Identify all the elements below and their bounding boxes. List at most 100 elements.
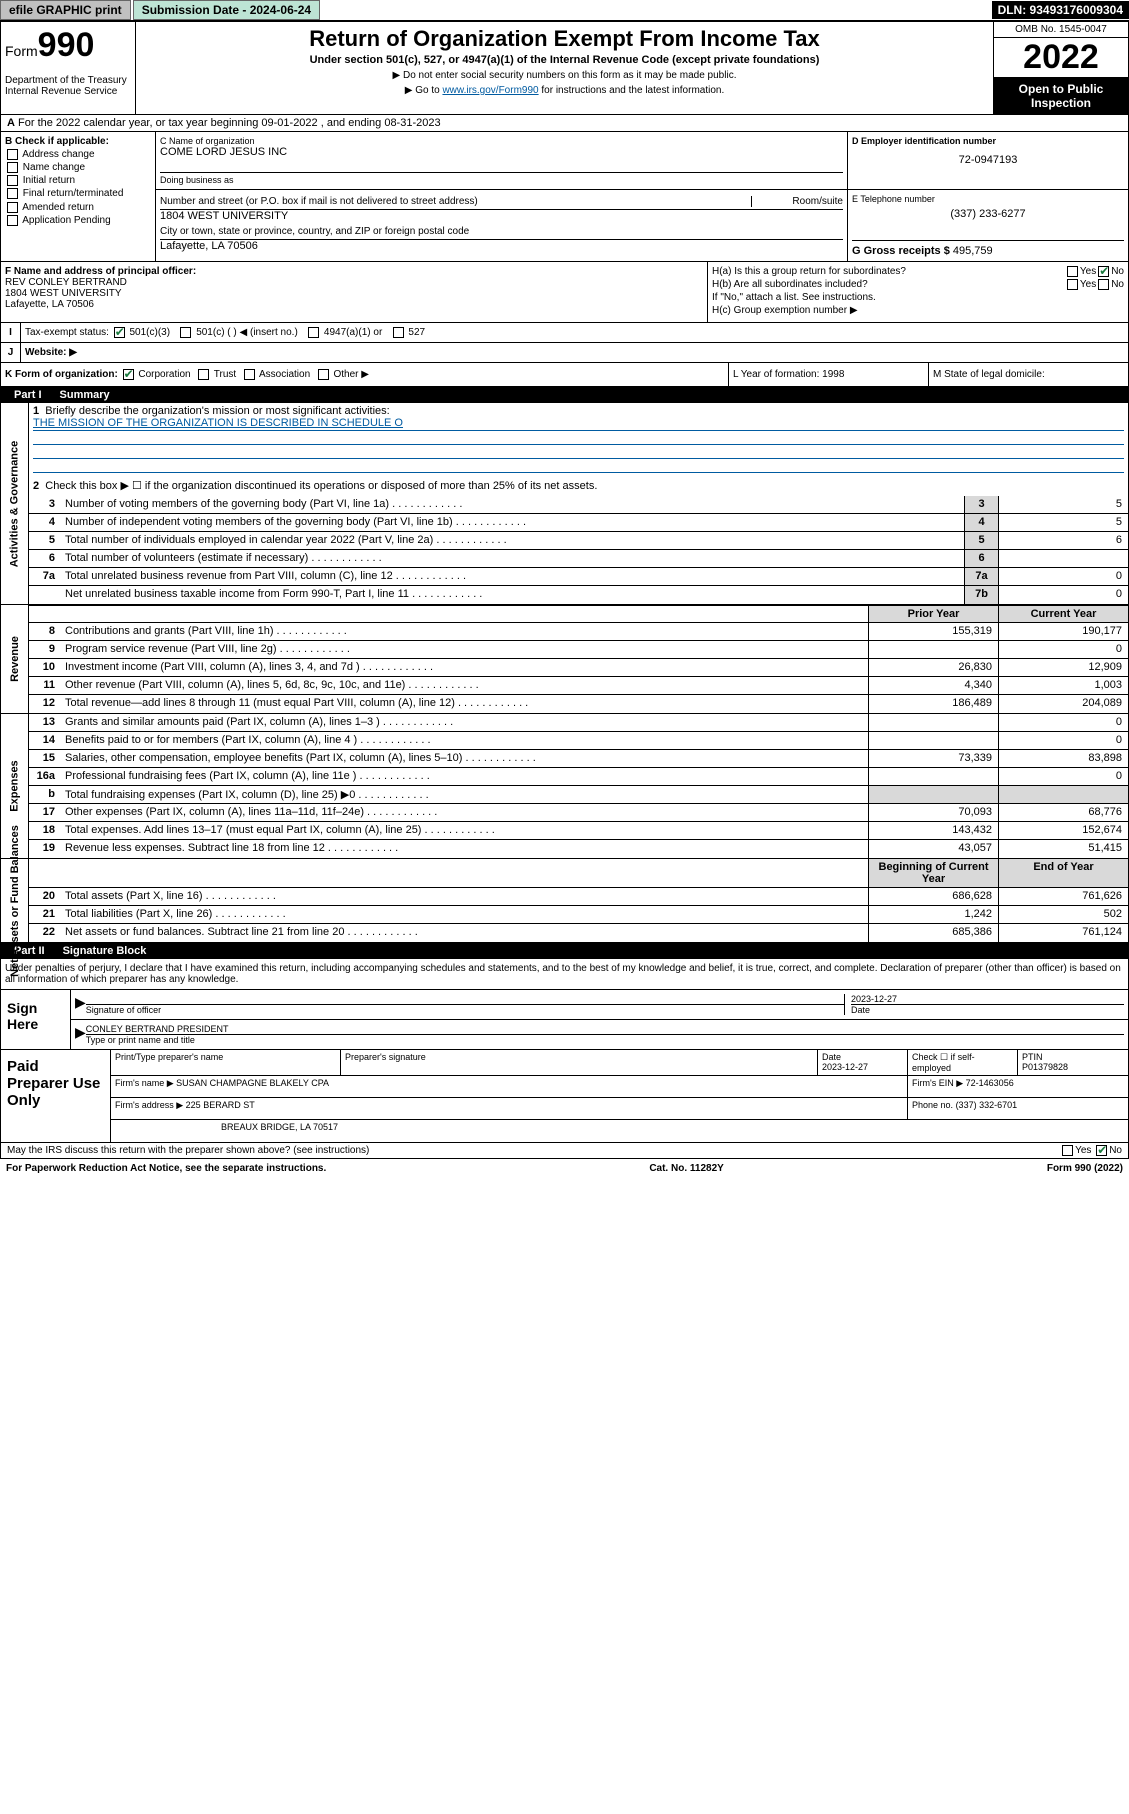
chk-application-pending[interactable] <box>7 215 18 226</box>
sig-officer-name-label: Type or print name and title <box>86 1034 1124 1045</box>
table-row: 9Program service revenue (Part VIII, lin… <box>29 641 1128 659</box>
ein-value: 72-0947193 <box>852 154 1124 166</box>
table-row: Net unrelated business taxable income fr… <box>29 586 1128 604</box>
discuss-label: May the IRS discuss this return with the… <box>7 1145 369 1156</box>
prep-date: 2023-12-27 <box>822 1062 903 1072</box>
vlabel-exp: Expenses <box>9 761 21 812</box>
arrow-icon: ▶ <box>75 994 86 1015</box>
paperwork-notice: For Paperwork Reduction Act Notice, see … <box>6 1163 326 1174</box>
phone-label: E Telephone number <box>852 194 1124 204</box>
sig-intro: Under penalties of perjury, I declare th… <box>0 959 1129 990</box>
row-i: I Tax-exempt status: 501(c)(3) 501(c) ( … <box>0 323 1129 343</box>
firm-ein-label: Firm's EIN ▶ <box>912 1078 963 1088</box>
table-row: 8Contributions and grants (Part VIII, li… <box>29 623 1128 641</box>
line-2: Check this box ▶ ☐ if the organization d… <box>45 480 597 492</box>
net-section: Net Assets or Fund Balances Beginning of… <box>0 859 1129 943</box>
table-row: 10Investment income (Part VIII, column (… <box>29 659 1128 677</box>
chk-501c3[interactable] <box>114 327 125 338</box>
state-domicile: M State of legal domicile: <box>928 363 1128 386</box>
mission-a: THE MISSION OF THE ORGANIZATION IS DESCR… <box>33 417 1124 431</box>
firm-addr1: 225 BERARD ST <box>186 1100 255 1110</box>
table-row: 11Other revenue (Part VIII, column (A), … <box>29 677 1128 695</box>
irs-link[interactable]: www.irs.gov/Form990 <box>442 85 538 96</box>
org-city: Lafayette, LA 70506 <box>160 240 843 252</box>
discuss-row: May the IRS discuss this return with the… <box>0 1143 1129 1159</box>
chk-name-change[interactable] <box>7 162 18 173</box>
chk-hb-no[interactable] <box>1098 279 1109 290</box>
table-row: 14Benefits paid to or for members (Part … <box>29 732 1128 750</box>
firm-ein: 72-1463056 <box>966 1078 1014 1088</box>
table-row: 7aTotal unrelated business revenue from … <box>29 568 1128 586</box>
arrow-icon: ▶ <box>75 1024 86 1045</box>
prep-ptin-hdr: PTIN <box>1022 1052 1124 1062</box>
chk-initial-return[interactable] <box>7 175 18 186</box>
table-row: 6Total number of volunteers (estimate if… <box>29 550 1128 568</box>
table-row: 15Salaries, other compensation, employee… <box>29 750 1128 768</box>
table-row: 17Other expenses (Part IX, column (A), l… <box>29 804 1128 822</box>
chk-4947[interactable] <box>308 327 319 338</box>
preparer-label: Paid Preparer Use Only <box>1 1050 111 1142</box>
firm-name: SUSAN CHAMPAGNE BLAKELY CPA <box>176 1078 329 1088</box>
org-name: COME LORD JESUS INC <box>160 146 843 158</box>
org-name-label: C Name of organization <box>160 136 843 146</box>
form-note-link: ▶ Go to www.irs.gov/Form990 for instruct… <box>146 85 983 96</box>
omb-number: OMB No. 1545-0047 <box>994 22 1128 38</box>
chk-discuss-yes[interactable] <box>1062 1145 1073 1156</box>
form-title: Return of Organization Exempt From Incom… <box>146 26 983 52</box>
row-j: J Website: ▶ <box>0 343 1129 363</box>
form-note-ssn: ▶ Do not enter social security numbers o… <box>146 70 983 81</box>
chk-trust[interactable] <box>198 369 209 380</box>
table-row: 19Revenue less expenses. Subtract line 1… <box>29 840 1128 858</box>
vlabel-gov: Activities & Governance <box>9 441 21 568</box>
chk-527[interactable] <box>393 327 404 338</box>
hdr-end: End of Year <box>998 859 1128 887</box>
check-applicable: B Check if applicable: Address change Na… <box>1 132 156 261</box>
cat-no: Cat. No. 11282Y <box>649 1163 723 1174</box>
rev-section: Revenue Prior Year Current Year 8Contrib… <box>0 605 1129 714</box>
h-c-label: H(c) Group exemption number ▶ <box>712 305 1124 316</box>
chk-address-change[interactable] <box>7 149 18 160</box>
chk-corp[interactable] <box>123 369 134 380</box>
chk-amended[interactable] <box>7 202 18 213</box>
city-label: City or town, state or province, country… <box>160 224 843 240</box>
open-to-public: Open to Public Inspection <box>994 78 1128 114</box>
table-row: 13Grants and similar amounts paid (Part … <box>29 714 1128 732</box>
sig-date-label: Date <box>851 1004 1124 1015</box>
chk-hb-yes[interactable] <box>1067 279 1078 290</box>
officer-h-row: F Name and address of principal officer:… <box>0 262 1129 323</box>
vlabel-rev: Revenue <box>9 636 21 682</box>
sig-date: 2023-12-27 <box>851 994 1124 1004</box>
form-ref: Form 990 (2022) <box>1047 1163 1123 1174</box>
part-1-header: Part I Summary <box>0 387 1129 403</box>
tax-status-label: Tax-exempt status: <box>25 327 109 338</box>
dba-label: Doing business as <box>160 172 843 185</box>
org-info-box: B Check if applicable: Address change Na… <box>0 132 1129 262</box>
table-row: 4Number of independent voting members of… <box>29 514 1128 532</box>
prep-check-hdr: Check ☐ if self-employed <box>908 1050 1018 1075</box>
table-row: 16aProfessional fundraising fees (Part I… <box>29 768 1128 786</box>
form-org-label: K Form of organization: <box>5 369 118 380</box>
firm-addr-label: Firm's address ▶ <box>115 1100 183 1110</box>
firm-phone-label: Phone no. <box>912 1100 953 1110</box>
efile-print-button[interactable]: efile GRAPHIC print <box>0 0 131 20</box>
chk-assoc[interactable] <box>244 369 255 380</box>
mission-q: Briefly describe the organization's miss… <box>45 405 389 417</box>
chk-final-return[interactable] <box>7 188 18 199</box>
table-row: bTotal fundraising expenses (Part IX, co… <box>29 786 1128 804</box>
officer-addr2: Lafayette, LA 70506 <box>5 299 703 310</box>
chk-ha-yes[interactable] <box>1067 266 1078 277</box>
chk-discuss-no[interactable] <box>1096 1145 1107 1156</box>
submission-date-badge: Submission Date - 2024-06-24 <box>133 0 320 20</box>
gross-value: 495,759 <box>953 245 993 257</box>
phone-value: (337) 233-6277 <box>852 208 1124 220</box>
prep-date-hdr: Date <box>822 1052 903 1062</box>
chk-ha-no[interactable] <box>1098 266 1109 277</box>
prep-name-hdr: Print/Type preparer's name <box>111 1050 341 1075</box>
table-row: 12Total revenue—add lines 8 through 11 (… <box>29 695 1128 713</box>
chk-501c[interactable] <box>180 327 191 338</box>
chk-other[interactable] <box>318 369 329 380</box>
h-b-note: If "No," attach a list. See instructions… <box>712 292 1124 303</box>
officer-addr1: 1804 WEST UNIVERSITY <box>5 288 703 299</box>
sig-officer-name: CONLEY BERTRAND PRESIDENT <box>86 1024 1124 1034</box>
vlabel-net: Net Assets or Fund Balances <box>9 825 21 977</box>
